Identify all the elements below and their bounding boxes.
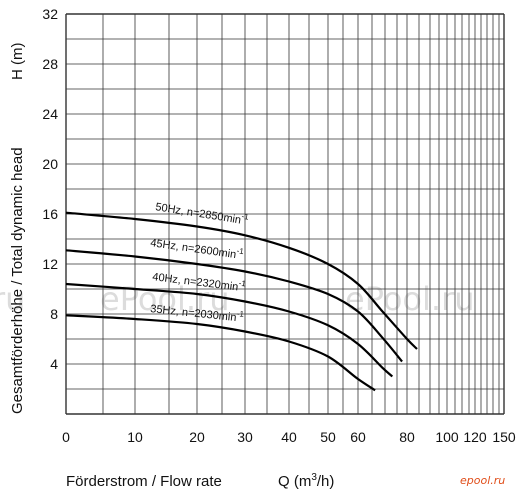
x-tick-label: 10 [127, 429, 143, 445]
x-tick-label: 80 [399, 429, 415, 445]
y-tick-label: 32 [42, 6, 58, 22]
series-line-1 [65, 249, 403, 363]
y-tick-label: 8 [50, 306, 58, 322]
x-tick-label: 0 [62, 429, 70, 445]
x-tick-labels: 0 10 20 30 40 50 60 80 100 120 150 [62, 429, 516, 445]
x-tick-label: 150 [492, 429, 516, 445]
y-tick-label: 4 [50, 356, 58, 372]
y-tick-label: 28 [42, 56, 58, 72]
x-tick-label: 30 [237, 429, 253, 445]
x-tick-label: 60 [350, 429, 366, 445]
x-tick-label: 40 [281, 429, 297, 445]
x-tick-label: 20 [189, 429, 205, 445]
x-tick-label: 50 [320, 429, 336, 445]
x-axis-unit: Q (m3/h) [278, 472, 334, 490]
x-tick-label: 100 [435, 429, 459, 445]
y-tick-label: 12 [42, 256, 58, 272]
grid [65, 13, 505, 415]
watermark-corner: epool.ru [460, 474, 505, 487]
series-line-2 [65, 282, 394, 378]
y-tick-label: 16 [42, 206, 58, 222]
series-line-3 [65, 314, 376, 392]
y-tick-labels: 4 8 12 16 20 24 28 32 [42, 6, 58, 372]
y-axis-title: Gesamtförderhöhe / Total dynamic head [9, 147, 26, 414]
y-axis-unit: H (m) [9, 43, 26, 81]
y-tick-label: 24 [42, 106, 58, 122]
series-line-0 [65, 211, 418, 350]
watermark-left: ePool.ru [100, 280, 230, 318]
curves [65, 211, 418, 392]
y-tick-label: 20 [42, 156, 58, 172]
x-axis-title: Förderstrom / Flow rate [66, 473, 222, 490]
watermark-edge: ru [0, 280, 25, 318]
x-tick-label: 120 [463, 429, 487, 445]
watermark-right: ePool.ru [345, 280, 475, 318]
